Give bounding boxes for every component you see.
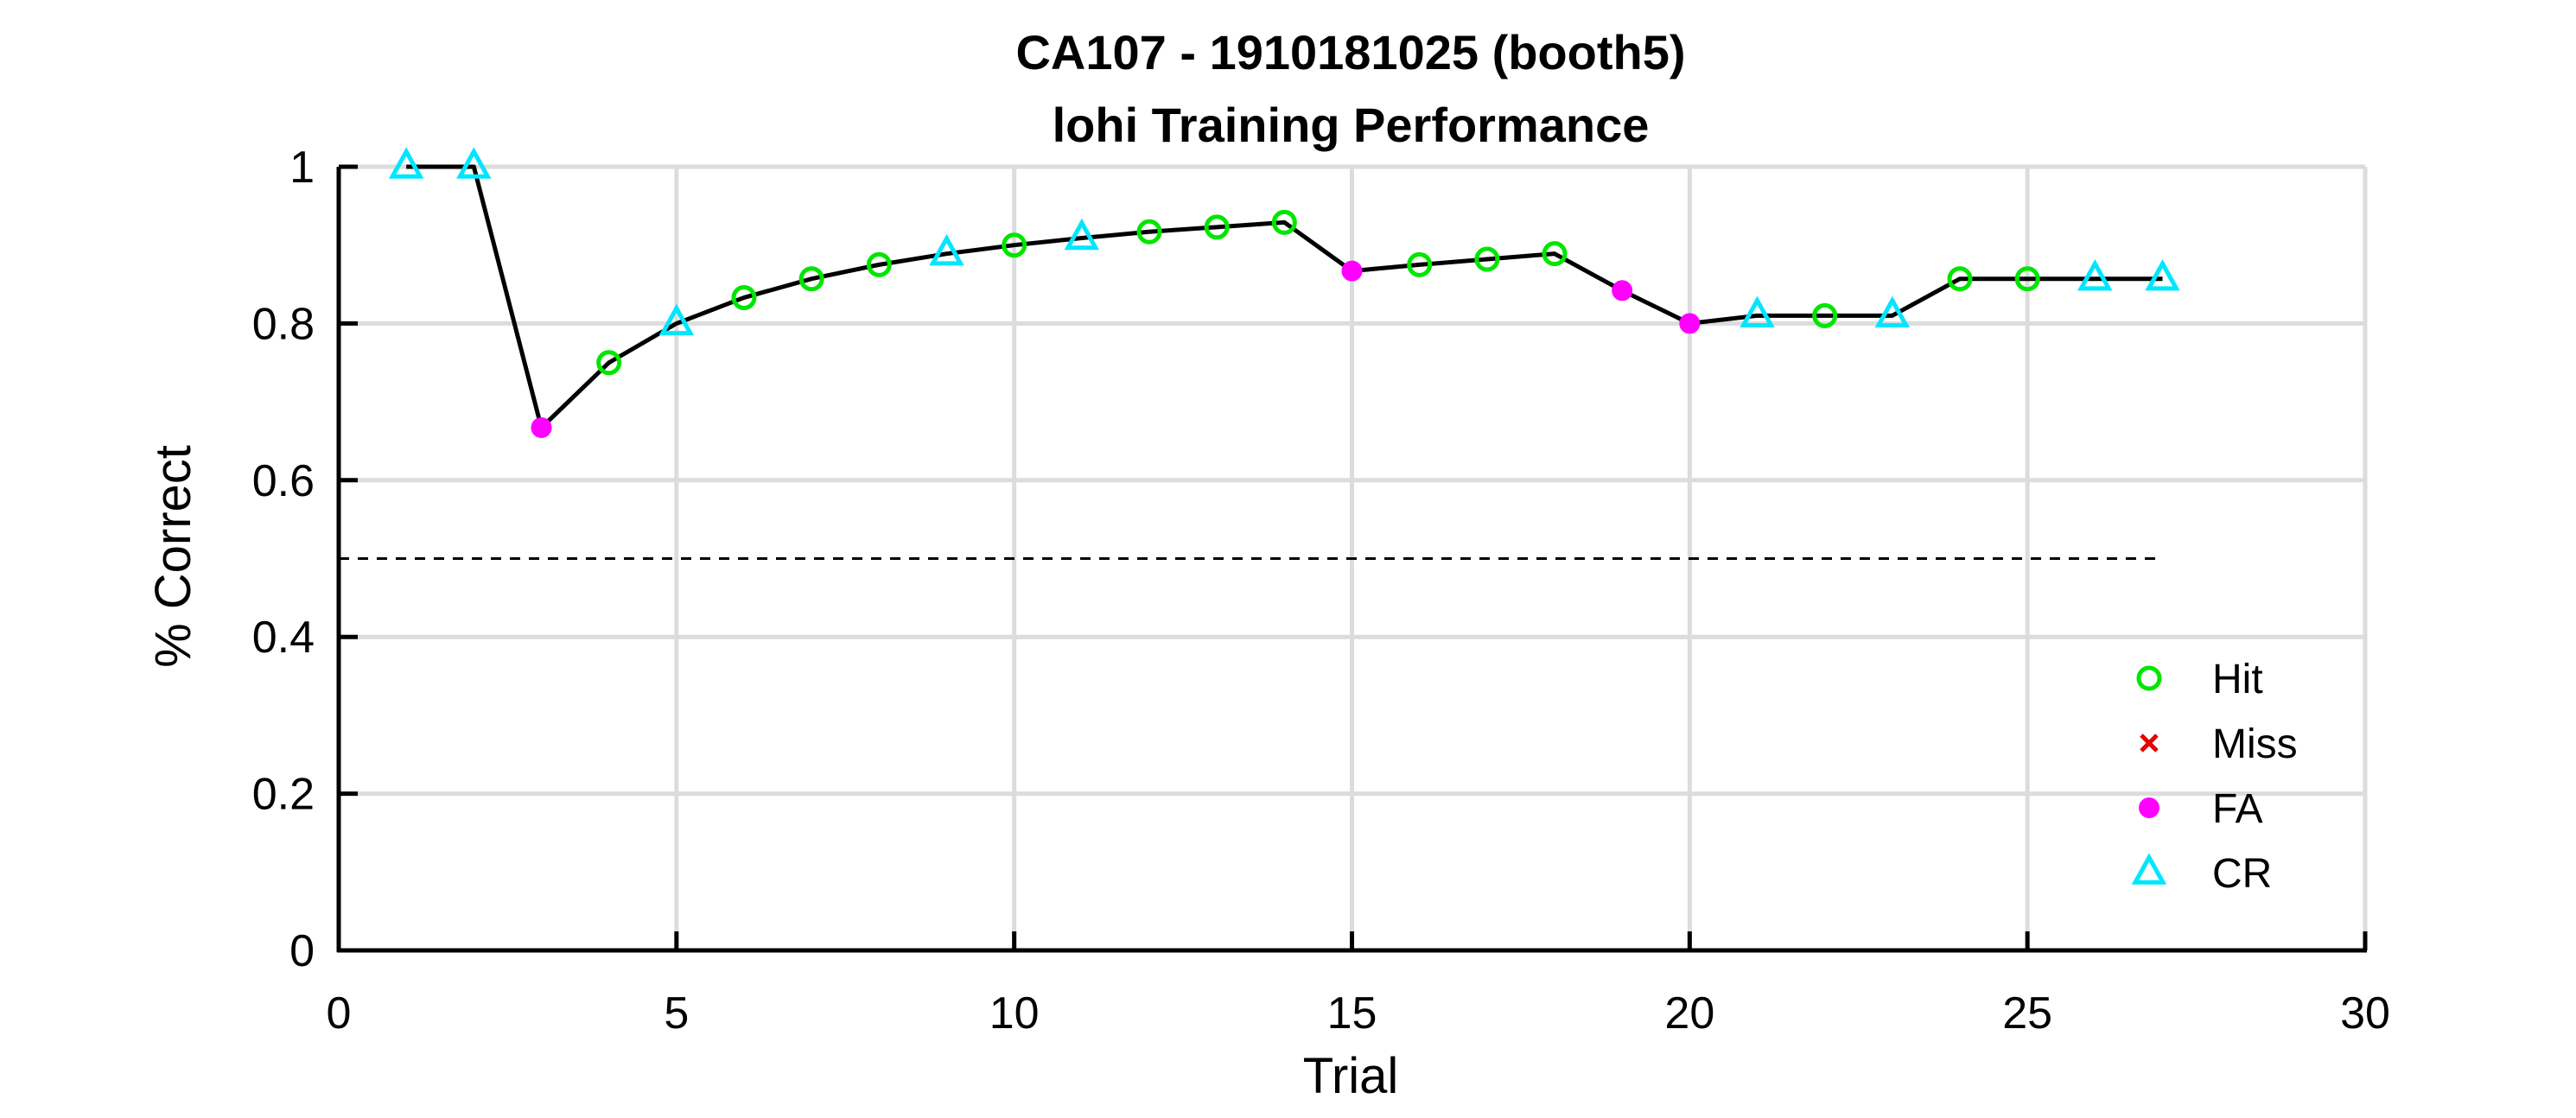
x-tick-label: 20 [1664, 988, 1714, 1039]
data-point-hit [798, 266, 824, 292]
data-point-fa [1612, 280, 1633, 302]
x-tick-label: 5 [664, 988, 689, 1039]
data-point-hit [1002, 232, 1027, 258]
x-tick-label: 25 [2002, 988, 2052, 1039]
data-point-cr [388, 147, 424, 179]
data-point-cr [929, 233, 964, 266]
legend-label-hit: Hit [2212, 657, 2263, 702]
performance-line [406, 164, 2163, 430]
data-point-hit [1407, 251, 1433, 277]
chart-title: CA107 - 1910181025 (booth5) [1015, 25, 1685, 79]
data-point-hit [2014, 266, 2040, 292]
data-point-fa [1679, 313, 1701, 334]
y-tick-label: 0.6 [252, 456, 315, 506]
data-point-cr [2145, 258, 2180, 291]
legend-label-miss: Miss [2212, 721, 2298, 767]
data-point-cr [658, 303, 695, 336]
y-tick-label: 0.2 [252, 770, 315, 820]
grid-lines [339, 164, 2368, 950]
data-point-cr [456, 147, 492, 179]
x-tick-label: 30 [2340, 988, 2390, 1039]
data-point-hit [1204, 214, 1230, 240]
x-tick-label: 15 [1327, 988, 1377, 1039]
legend-label-cr: CR [2212, 851, 2272, 897]
data-point-fa [531, 417, 552, 439]
axes: 0 5 10 15 20 25 30 0 0.2 0.4 0.6 0.8 1 [252, 143, 2390, 1039]
y-tick-label: 0 [289, 926, 315, 976]
data-point-hit [1947, 266, 1973, 292]
data-point-hit [1271, 209, 1297, 235]
legend-marker-hit [2136, 665, 2162, 691]
legend-marker-miss [2140, 734, 2159, 753]
x-tick-label: 10 [989, 988, 1040, 1039]
data-point-cr [2077, 258, 2113, 291]
y-axis-label: % Correct [145, 445, 201, 668]
chart-subtitle: lohi Training Performance [1053, 98, 1650, 152]
data-point-hit [1136, 219, 1162, 245]
y-tick-label: 1 [289, 143, 315, 193]
data-series [388, 147, 2180, 439]
y-tick-label: 0.4 [252, 613, 315, 663]
legend-marker-cr [2131, 853, 2167, 885]
data-point-cr [1874, 295, 1911, 328]
legend-marker-fa [2139, 797, 2159, 818]
data-point-hit [731, 284, 757, 310]
data-point-hit [1812, 302, 1838, 328]
data-point-hit [1474, 246, 1500, 272]
data-point-hit [596, 350, 622, 376]
legend: Hit Miss FA CR [2131, 657, 2298, 897]
miss-marker-stroke [2140, 734, 2159, 753]
data-point-fa [1341, 260, 1363, 282]
x-axis-label: Trial [1303, 1048, 1399, 1104]
y-tick-label: 0.8 [252, 299, 315, 349]
data-point-hit [1542, 241, 1568, 267]
legend-label-fa: FA [2212, 786, 2263, 832]
data-point-hit [866, 251, 892, 277]
data-point-cr [1740, 295, 1775, 328]
data-point-cr [1064, 218, 1100, 251]
x-tick-label: 0 [327, 988, 352, 1039]
